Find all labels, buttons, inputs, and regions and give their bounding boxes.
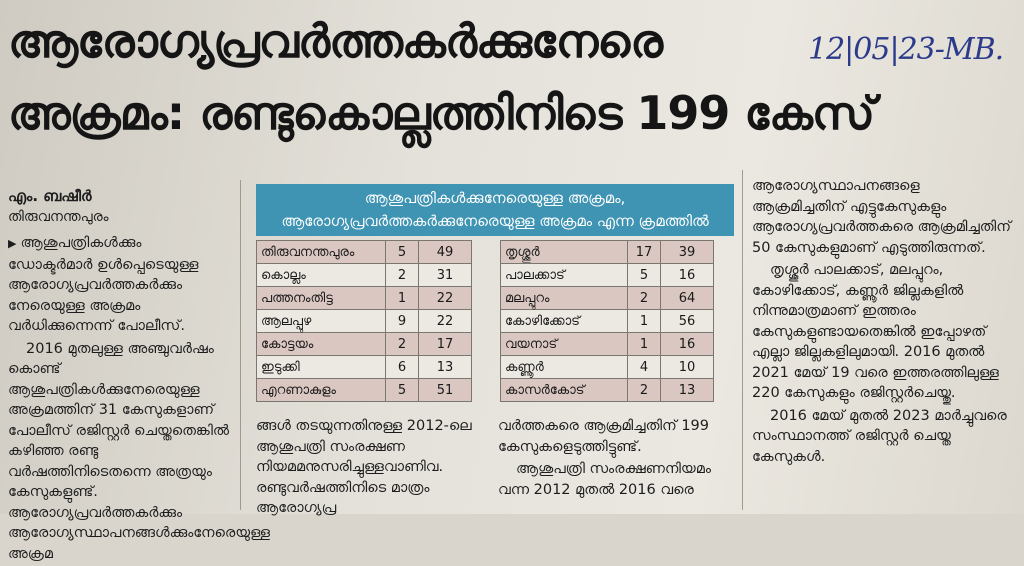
table-row: ഇടുക്കി 6 13	[256, 355, 472, 379]
paragraph: 2016 മുതലുള്ള അഞ്ചുവർഷം കൊണ്ട് ആശുപത്രിക…	[8, 340, 271, 562]
district-table-box: ആശുപത്രികൾക്കുനേരെയുള്ള അക്രമം, ആരോഗ്യപ്…	[256, 184, 734, 410]
article-column-1: എം. ബഷീർ തിരുവനന്തപുരം ▶ ആശുപത്രികൾക്കും …	[8, 186, 271, 566]
worker-attacks-cell: 49	[418, 240, 472, 264]
table-row: കോഴിക്കോട് 1 56	[500, 309, 714, 333]
paragraph: ങ്ങൾ തടയുന്നതിനുള്ള 2012-ലെ ആശുപത്രി സംര…	[256, 418, 472, 516]
table-row: തിരുവനന്തപുരം 5 49	[256, 240, 472, 264]
handwritten-date-note: 12|05|23-MB.	[808, 32, 1004, 67]
headline-line-2: അക്രമം: രണ്ടുകൊല്ലത്തിനിടെ 199 കേസ്	[8, 86, 875, 140]
district-name-cell: കോഴിക്കോട്	[500, 309, 628, 333]
district-name-cell: ആലപ്പുഴ	[256, 309, 386, 333]
paragraph-text: ആശുപത്രികൾക്കും ഡോക്ടർമാർ ഉൾപ്പെടെയുള്ള …	[8, 235, 199, 334]
hospital-attacks-cell: 2	[627, 286, 661, 310]
banner-line-1: ആശുപത്രികൾക്കുനേരെയുള്ള അക്രമം,	[364, 189, 626, 207]
hospital-attacks-cell: 17	[627, 240, 661, 264]
district-table-right: തൃശ്ശൂർ 17 39 പാലക്കാട് 5 16 മലപ്പുറം 2 64 കോഴിക്…	[500, 240, 714, 402]
worker-attacks-cell: 13	[418, 355, 472, 379]
hospital-attacks-cell: 1	[627, 332, 661, 356]
hospital-attacks-cell: 9	[385, 309, 419, 333]
district-name-cell: പത്തനംതിട്ട	[256, 286, 386, 310]
worker-attacks-cell: 16	[660, 332, 714, 356]
hospital-attacks-cell: 1	[385, 286, 419, 310]
column-divider	[240, 180, 241, 510]
table-row: കോട്ടയം 2 17	[256, 332, 472, 356]
worker-attacks-cell: 51	[418, 378, 472, 402]
hospital-attacks-cell: 2	[627, 378, 661, 402]
district-name-cell: മലപ്പുറം	[500, 286, 628, 310]
worker-attacks-cell: 17	[418, 332, 472, 356]
district-table-left: തിരുവനന്തപുരം 5 49 കൊല്ലം 2 31 പത്തനംതിട്ട 1 22 ആ…	[256, 240, 472, 402]
table-row: തൃശ്ശൂർ 17 39	[500, 240, 714, 264]
worker-attacks-cell: 10	[660, 355, 714, 379]
paragraph: 2016 മേയ് മുതൽ 2023 മാർച്ചുവരെ സംസ്ഥാനത്…	[752, 407, 1007, 465]
worker-attacks-cell: 56	[660, 309, 714, 333]
table-row: പാലക്കാട് 5 16	[500, 263, 714, 287]
district-name-cell: തൃശ്ശൂർ	[500, 240, 628, 264]
table-banner: ആശുപത്രികൾക്കുനേരെയുള്ള അക്രമം, ആരോഗ്യപ്…	[256, 184, 734, 236]
district-name-cell: കണ്ണൂർ	[500, 355, 628, 379]
table-row: മലപ്പുറം 2 64	[500, 286, 714, 310]
paragraph: ▶ ആശുപത്രികൾക്കും ഡോക്ടർമാർ ഉൾപ്പെടെയുള്ള…	[8, 233, 230, 337]
worker-attacks-cell: 31	[418, 263, 472, 287]
article-column-2: ങ്ങൾ തടയുന്നതിനുള്ള 2012-ലെ ആശുപത്രി സംര…	[256, 416, 492, 521]
worker-attacks-cell: 13	[660, 378, 714, 402]
district-name-cell: തിരുവനന്തപുരം	[256, 240, 386, 264]
table-row: ആലപ്പുഴ 9 22	[256, 309, 472, 333]
byline-place: തിരുവനന്തപുരം	[8, 208, 109, 225]
worker-attacks-cell: 22	[418, 309, 472, 333]
table-row: കണ്ണൂർ 4 10	[500, 355, 714, 379]
table-row: കൊല്ലം 2 31	[256, 263, 472, 287]
worker-attacks-cell: 16	[660, 263, 714, 287]
article-column-2b: വർത്തകരെ ആക്രമിച്ചതിന് 199 കേസുകളെടുത്തി…	[498, 416, 734, 502]
hospital-attacks-cell: 6	[385, 355, 419, 379]
district-name-cell: കോട്ടയം	[256, 332, 386, 356]
bullet-icon: ▶	[8, 237, 17, 250]
district-name-cell: പാലക്കാട്	[500, 263, 628, 287]
worker-attacks-cell: 64	[660, 286, 714, 310]
district-name-cell: കാസർകോട്	[500, 378, 628, 402]
hospital-attacks-cell: 1	[627, 309, 661, 333]
column-divider	[742, 170, 743, 510]
headline-line-1: ആരോഗ്യപ്രവർത്തകർക്കുനേരെ	[8, 14, 663, 68]
paragraph: വർത്തകരെ ആക്രമിച്ചതിന് 199 കേസുകളെടുത്തി…	[498, 418, 710, 455]
district-name-cell: കൊല്ലം	[256, 263, 386, 287]
hospital-attacks-cell: 5	[385, 240, 419, 264]
worker-attacks-cell: 39	[660, 240, 714, 264]
hospital-attacks-cell: 5	[627, 263, 661, 287]
hospital-attacks-cell: 2	[385, 263, 419, 287]
table-row: വയനാട് 1 16	[500, 332, 714, 356]
byline-author: എം. ബഷീർ	[8, 187, 92, 205]
table-row: കാസർകോട് 2 13	[500, 378, 714, 402]
table-row: പത്തനംതിട്ട 1 22	[256, 286, 472, 310]
hospital-attacks-cell: 2	[385, 332, 419, 356]
hospital-attacks-cell: 5	[385, 378, 419, 402]
paragraph: ആശുപത്രി സംരക്ഷണനിയമം വന്ന 2012 മുതൽ 201…	[498, 461, 711, 498]
article-column-3: ആരോഗ്യസ്ഥാപനങ്ങളെ ആക്രമിച്ചതിന് എട്ടുകേസ…	[752, 176, 1014, 469]
banner-line-2: ആരോഗ്യപ്രവർത്തകർക്കുനേരെയുള്ള അക്രമം എന്…	[281, 212, 709, 230]
district-name-cell: ഇടുക്കി	[256, 355, 386, 379]
district-name-cell: എറണാകുളം	[256, 378, 386, 402]
worker-attacks-cell: 22	[418, 286, 472, 310]
table-row: എറണാകുളം 5 51	[256, 378, 472, 402]
paragraph: ആരോഗ്യസ്ഥാപനങ്ങളെ ആക്രമിച്ചതിന് എട്ടുകേസ…	[752, 178, 1011, 256]
paragraph: തൃശ്ശൂർ പാലക്കാട്, മലപ്പുറം, കോഴിക്കോട്,…	[752, 262, 999, 401]
district-name-cell: വയനാട്	[500, 332, 628, 356]
hospital-attacks-cell: 4	[627, 355, 661, 379]
